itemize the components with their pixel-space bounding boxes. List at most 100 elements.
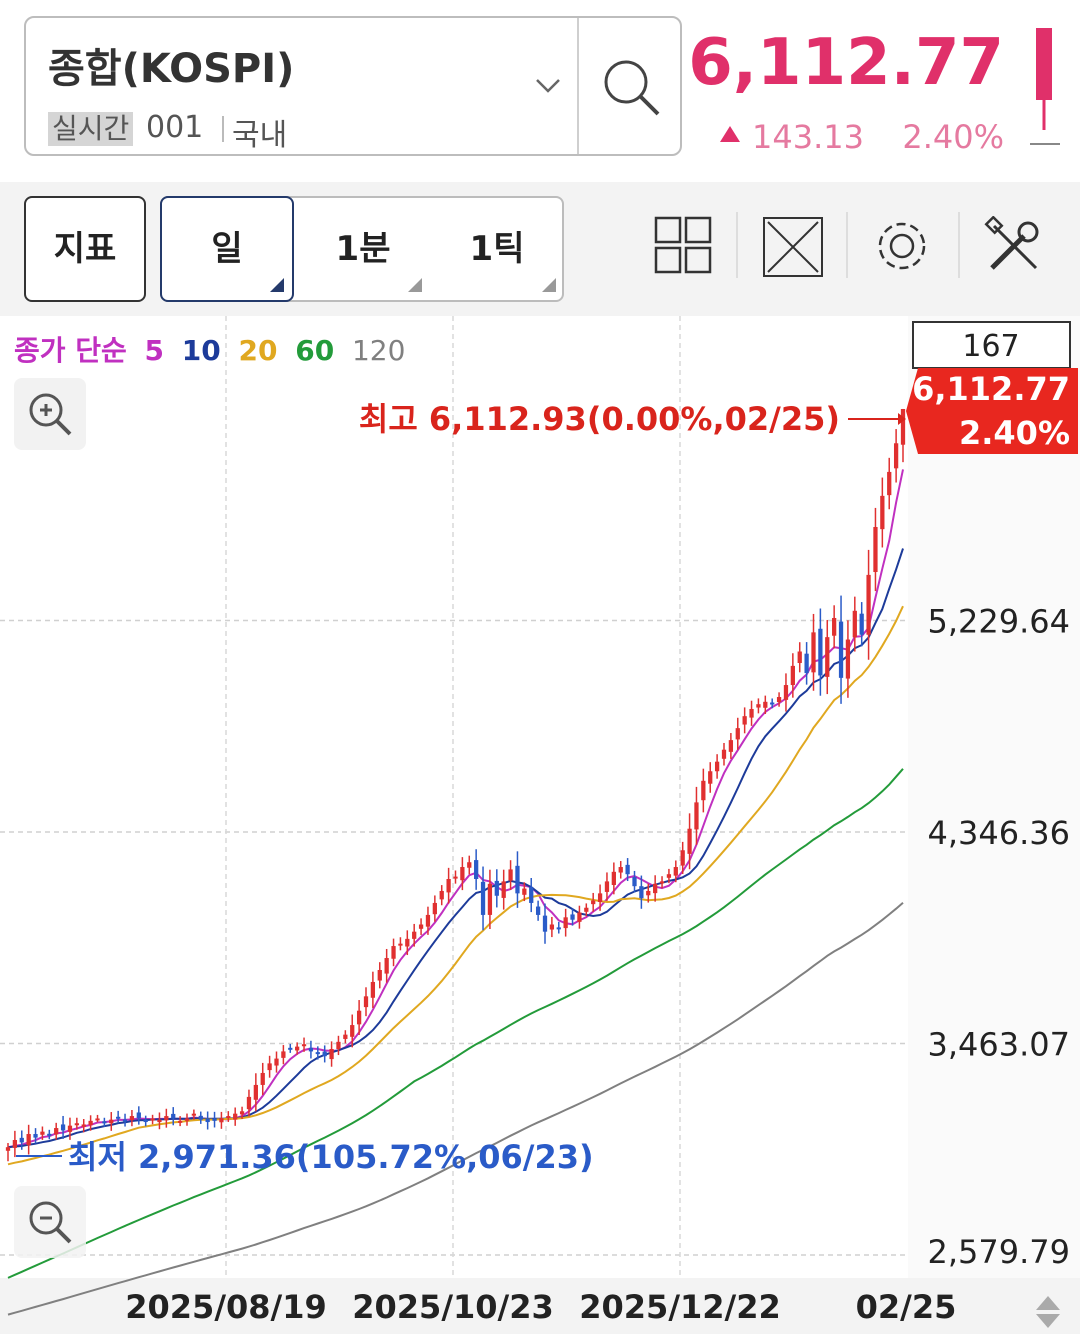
candle-body [535,906,541,915]
candle-body [102,1121,107,1124]
candle-body [81,1124,86,1127]
legend-ma20: 20 [239,334,278,367]
period-tick-label: 1틱 [469,229,525,269]
indicator-button[interactable]: 지표 [24,196,146,302]
candle-body [329,1049,334,1060]
x-tick-label: 02/25 [856,1288,957,1326]
x-tick-label: 2025/10/23 [352,1288,554,1326]
candle-body [363,996,369,1008]
candle-body [604,881,610,892]
candle-body [694,802,699,830]
candle-body [198,1115,203,1120]
candle-body [322,1051,327,1057]
y-tick-label: 3,463.07 [928,1025,1071,1063]
candle-body [494,880,499,896]
ma60-line [7,768,904,1279]
candle-body [529,887,534,903]
candle-body [281,1051,286,1058]
candle-body [67,1125,73,1132]
candle-body [611,871,616,885]
candle-body [177,1120,183,1123]
candle-body [597,893,603,902]
candle-body [439,890,444,900]
high-pointer-arrow [898,413,906,425]
candle-body [838,621,844,678]
toolbar-divider [846,212,848,278]
candle-body [783,685,789,700]
candle-body [666,874,672,878]
candle-body [453,876,458,879]
candle-body [728,740,734,752]
candle-body [226,1116,231,1119]
tools-icon[interactable] [984,216,1044,276]
candle-body [432,902,437,915]
symbol-name[interactable]: 종합(KOSPI) [48,46,295,92]
candle-body [714,761,720,772]
expand-icon[interactable] [762,216,824,278]
candle-body [356,1010,362,1025]
legend-ma120: 120 [352,334,405,367]
layout-grid-icon[interactable] [654,216,712,274]
current-price-tag-change: 2.40% [959,414,1070,452]
candle-body [556,927,561,930]
period-minute-label: 1분 [335,229,391,269]
search-icon[interactable] [600,56,664,120]
candle-body [474,860,479,880]
current-price-tag-value: 6,112.77 [912,370,1070,408]
candle-body [811,632,816,673]
legend-ma60: 60 [295,334,334,367]
candle-body [508,869,513,881]
period-day-label: 일 [211,229,243,269]
candle-body [900,409,906,445]
candle-body [742,716,747,725]
candle-body [680,850,685,866]
candle-body [60,1124,66,1131]
chevron-down-icon[interactable] [534,76,562,96]
candle-body [515,865,520,894]
candle-body [563,917,568,929]
x-tick-label: 2025/08/19 [125,1288,327,1326]
scroll-arrows-icon[interactable] [1036,1296,1060,1328]
gear-icon[interactable] [872,216,932,276]
ma-legend: 종가 단순 5 10 20 60 120 [14,334,405,367]
corner-triangle-icon [270,278,284,292]
zoom-in-button[interactable] [14,378,86,450]
candle-body [350,1025,355,1037]
period-tick-button[interactable]: 1틱 [430,198,564,300]
period-day-button[interactable]: 일 [160,196,294,302]
candlestick-chart[interactable]: 5,229.64 4,346.36 3,463.07 2,579.79 2025/08… [0,316,1080,1334]
ma20-line [7,605,904,1166]
candle-body [446,879,451,893]
symbol-selector[interactable]: 종합(KOSPI) 실시간 001 국내 [24,16,682,156]
candle-body [832,617,837,636]
candle-body [797,651,802,664]
period-minute-button[interactable]: 1분 [296,198,430,300]
toolbar-divider [958,212,960,278]
candle-body [377,969,382,981]
candle-body [136,1112,141,1119]
candle-body [639,886,644,899]
candle-body [143,1119,148,1123]
symbol-separator [222,116,224,142]
candle-body [233,1113,238,1120]
candle-body [40,1131,45,1135]
candle-body [5,1147,11,1151]
candle-body [721,749,727,759]
candle-body [164,1116,169,1121]
candle-body [157,1119,162,1123]
legend-ma5: 5 [145,334,164,367]
zoom-out-button[interactable] [14,1186,86,1258]
candle-body [74,1123,79,1126]
y-tick-label: 2,579.79 [928,1233,1071,1271]
y-tick-label: 5,229.64 [928,602,1071,640]
candle-body [315,1052,320,1055]
candle-body [267,1063,272,1071]
candle-body [708,771,713,784]
corner-triangle-icon [542,278,556,292]
candle-body [893,443,899,469]
candle-body [845,639,851,679]
candle-body [749,708,754,718]
date-axis-area [0,1278,1080,1334]
candle-body [384,958,389,974]
candle-body [549,924,555,930]
